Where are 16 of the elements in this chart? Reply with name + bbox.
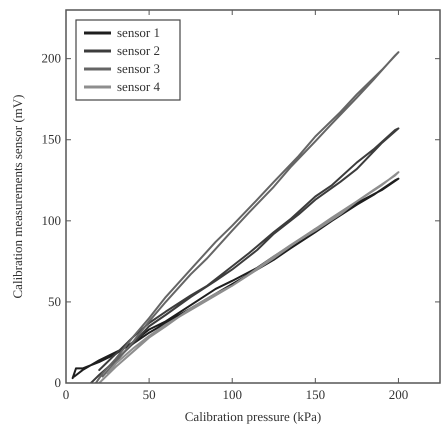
legend-label: sensor 4 xyxy=(117,79,160,94)
x-tick-label: 100 xyxy=(222,387,242,402)
line-series xyxy=(90,127,400,383)
y-axis-title: Calibration measurements sensor (mV) xyxy=(10,94,25,298)
x-tick-label: 50 xyxy=(142,387,156,402)
y-tick-label: 150 xyxy=(42,132,61,147)
y-tick-label: 100 xyxy=(42,212,61,228)
legend-label: sensor 3 xyxy=(117,61,160,76)
x-axis-title: Calibration pressure (kPa) xyxy=(184,409,322,424)
y-tick-label: 200 xyxy=(42,50,61,66)
y-tick-label: 0 xyxy=(54,375,61,390)
x-tick-label: 200 xyxy=(388,387,408,402)
legend-label: sensor 2 xyxy=(117,43,160,58)
y-tick-label: 50 xyxy=(48,294,61,309)
x-tick-label: 150 xyxy=(306,387,326,402)
legend-label: sensor 1 xyxy=(117,25,160,40)
